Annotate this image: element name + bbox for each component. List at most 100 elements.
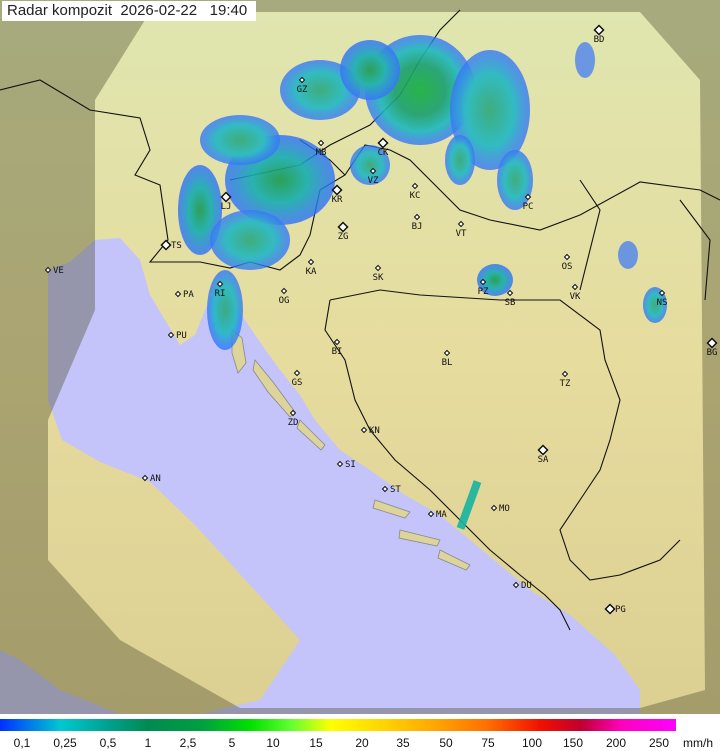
- city-label: DU: [521, 581, 532, 591]
- city-label: CK: [378, 148, 389, 158]
- city-marker-icon: [216, 280, 224, 288]
- city-marker-icon: [524, 193, 532, 201]
- city-label: PA: [183, 290, 194, 300]
- legend-tick: 150: [562, 736, 584, 750]
- legend-tick: 5: [228, 736, 236, 750]
- city-marker-icon: [706, 337, 718, 349]
- city-marker-icon: [457, 220, 465, 228]
- city-label: SA: [538, 455, 549, 465]
- city-marker-icon: [411, 182, 419, 190]
- city-label: SK: [373, 273, 384, 283]
- city-marker-icon: [293, 369, 301, 377]
- city-marker-icon: [374, 264, 382, 272]
- city-marker-icon: [337, 221, 349, 233]
- city-label: MB: [316, 148, 327, 158]
- legend-tick: 2,5: [179, 736, 197, 750]
- city-label: PC: [523, 202, 534, 212]
- city-label: PG: [615, 605, 626, 615]
- city-label: VK: [570, 292, 581, 302]
- city-marker-icon: [593, 24, 605, 36]
- city-label: PZ: [478, 287, 489, 297]
- city-label: TZ: [560, 379, 571, 389]
- city-label: AN: [150, 474, 161, 484]
- city-marker-icon: [360, 426, 368, 434]
- city-label: BL: [442, 358, 453, 368]
- city-label: BJ: [412, 222, 423, 232]
- city-marker-icon: [537, 444, 549, 456]
- legend-tick: 0,25: [53, 736, 77, 750]
- city-label: KC: [410, 191, 421, 201]
- city-marker-icon: [331, 184, 343, 196]
- legend-tick: 200: [605, 736, 627, 750]
- city-marker-icon: [658, 289, 666, 297]
- city-marker-icon: [167, 331, 175, 339]
- city-marker-icon: [44, 266, 52, 274]
- city-marker-icon: [141, 474, 149, 482]
- city-marker-icon: [298, 76, 306, 84]
- city-marker-icon: [561, 370, 569, 378]
- city-label: BG: [707, 348, 718, 358]
- city-marker-icon: [377, 137, 389, 149]
- city-label: VT: [456, 229, 467, 239]
- city-label: ZD: [288, 418, 299, 428]
- map-title: Radar kompozit 2026-02-22 19:40: [2, 1, 257, 21]
- legend-tick: 1: [144, 736, 152, 750]
- legend-tick: 0,1: [13, 736, 31, 750]
- city-marker-icon: [571, 283, 579, 291]
- city-label: MA: [436, 510, 447, 520]
- legend-tick: 10: [266, 736, 280, 750]
- city-marker-icon: [381, 485, 389, 493]
- legend-tick: 15: [309, 736, 323, 750]
- legend-tick: 75: [481, 736, 495, 750]
- legend-tick: 20: [355, 736, 369, 750]
- city-label: OS: [562, 262, 573, 272]
- city-marker-icon: [369, 167, 377, 175]
- city-label: GZ: [297, 85, 308, 95]
- legend-tick: 0,5: [99, 736, 117, 750]
- legend-tick: 250: [648, 736, 670, 750]
- legend-tick: 50: [439, 736, 453, 750]
- city-marker-icon: [174, 290, 182, 298]
- city-marker-icon: [220, 191, 232, 203]
- city-markers: BD GZ MB CK VZ KR KC LJ BJ VT PC TS ZG VE RI KA SK OS PZ SB…: [44, 24, 718, 615]
- city-label: TS: [171, 241, 182, 251]
- city-marker-icon: [490, 504, 498, 512]
- legend-unit: mm/h: [683, 736, 713, 750]
- city-label: KA: [306, 267, 317, 277]
- city-label: SI: [345, 460, 356, 470]
- city-label: NS: [657, 298, 668, 308]
- city-label: PU: [176, 331, 187, 341]
- city-label: ZG: [338, 232, 349, 242]
- city-marker-icon: [289, 409, 297, 417]
- city-marker-icon: [506, 289, 514, 297]
- city-marker-icon: [563, 253, 571, 261]
- legend-tick: 35: [396, 736, 410, 750]
- city-marker-icon: [512, 581, 520, 589]
- city-marker-icon: [413, 213, 421, 221]
- city-marker-icon: [443, 349, 451, 357]
- city-label: KR: [332, 195, 343, 205]
- adriatic-sea: [0, 238, 640, 714]
- radar-map[interactable]: BD GZ MB CK VZ KR KC LJ BJ VT PC TS ZG VE RI KA SK OS PZ SB…: [0, 0, 720, 714]
- city-label: GS: [292, 378, 303, 388]
- city-marker-icon: [280, 287, 288, 295]
- city-label: KN: [369, 426, 380, 436]
- city-marker-icon: [307, 258, 315, 266]
- outside-coverage-shade: [0, 0, 720, 714]
- title-label: Radar kompozit: [7, 2, 113, 19]
- title-date: 2026-02-22: [120, 2, 198, 19]
- city-label: VE: [53, 266, 64, 276]
- city-marker-icon: [317, 139, 325, 147]
- city-label: VZ: [368, 176, 379, 186]
- city-label: MO: [499, 504, 510, 514]
- city-marker-icon: [427, 510, 435, 518]
- city-label: OG: [279, 296, 290, 306]
- city-label: LJ: [221, 202, 232, 212]
- precipitation-echoes: [178, 35, 667, 530]
- city-marker-icon: [160, 239, 172, 251]
- city-marker-icon: [479, 278, 487, 286]
- city-marker-icon: [336, 460, 344, 468]
- legend-tick: 100: [521, 736, 543, 750]
- city-label: RI: [215, 289, 226, 299]
